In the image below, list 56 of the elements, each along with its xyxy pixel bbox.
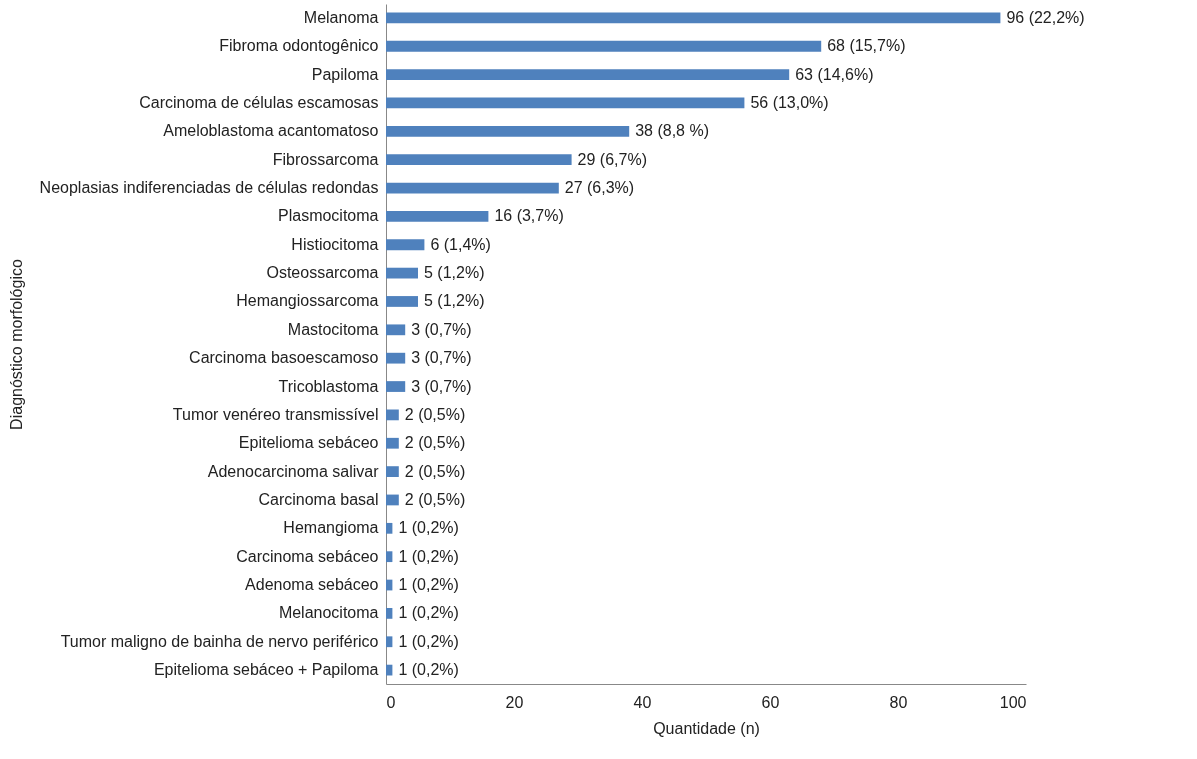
data-label: 1 (0,2%)	[398, 661, 459, 679]
data-label: 5 (1,2%)	[424, 292, 485, 310]
y-axis-title: Diagnóstico morfológico	[7, 259, 25, 430]
data-label: 1 (0,2%)	[398, 604, 459, 622]
x-tick-label: 60	[761, 693, 780, 711]
y-tick-label: Neoplasias indiferenciadas de células redondas	[39, 179, 379, 197]
y-tick-label: Melanocitoma	[278, 604, 379, 622]
y-tick-label: Carcinoma sebáceo	[236, 547, 379, 565]
data-label: 2 (0,5%)	[404, 405, 466, 423]
y-tick-label: Hemangiossarcoma	[236, 292, 379, 310]
y-tick-label: Tumor maligno de bainha de nervo periférico	[60, 632, 379, 650]
x-tick-label: 100	[999, 693, 1027, 711]
y-tick-label: Tricoblastoma	[278, 377, 379, 395]
data-label: 68 (15,7%)	[827, 37, 906, 55]
x-tick-label: 40	[633, 693, 652, 711]
x-tick-label: 80	[889, 693, 908, 711]
y-tick-label: Fibroma odontogênico	[219, 37, 379, 55]
y-tick-label: Melanoma	[303, 8, 379, 26]
data-label: 2 (0,5%)	[404, 490, 466, 508]
x-tick-label: 0	[386, 693, 396, 711]
data-label: 16 (3,7%)	[494, 207, 564, 225]
y-tick-label: Histiocitoma	[291, 235, 379, 253]
data-label: 63 (14,6%)	[795, 65, 874, 83]
y-tick-label: Adenocarcinoma salivar	[207, 462, 380, 480]
data-label: 96 (22,2%)	[1006, 8, 1085, 26]
data-label: 27 (6,3%)	[564, 179, 635, 197]
y-tick-label: Epitelioma sebáceo	[238, 434, 379, 452]
x-tick-label: 20	[505, 693, 524, 711]
y-tick-label: Carcinoma de células escamosas	[139, 93, 379, 111]
data-label: 56 (13,0%)	[750, 93, 829, 111]
y-tick-label: Ameloblastoma acantomatoso	[163, 122, 379, 140]
y-tick-label: Tumor venéreo transmissível	[172, 405, 379, 423]
data-label: 3 (0,7%)	[411, 320, 472, 338]
y-tick-label: Hemangioma	[283, 519, 379, 537]
data-label: 3 (0,7%)	[411, 349, 472, 367]
data-label: 6 (1,4%)	[430, 235, 491, 253]
data-label: 3 (0,7%)	[411, 377, 472, 395]
y-tick-label: Carcinoma basoescamoso	[189, 349, 379, 367]
data-label: 5 (1,2%)	[424, 264, 485, 282]
y-tick-label: Papiloma	[311, 65, 379, 83]
y-tick-label: Fibrossarcoma	[272, 150, 379, 168]
data-label: 29 (6,7%)	[577, 150, 647, 168]
y-tick-label: Epitelioma sebáceo + Papiloma	[153, 661, 379, 679]
y-tick-label: Osteossarcoma	[266, 264, 379, 282]
data-label: 1 (0,2%)	[398, 632, 459, 650]
data-label: 1 (0,2%)	[398, 576, 459, 594]
y-tick-label: Mastocitoma	[287, 320, 379, 338]
data-label: 2 (0,5%)	[404, 434, 466, 452]
y-tick-label: Carcinoma basal	[258, 490, 379, 508]
y-tick-label: Plasmocitoma	[278, 207, 379, 225]
data-label: 38 (8,8 %)	[635, 122, 710, 140]
y-tick-label: Adenoma sebáceo	[245, 576, 379, 594]
data-label: 2 (0,5%)	[404, 462, 466, 480]
data-label: 1 (0,2%)	[398, 547, 459, 565]
x-axis-title: Quantidade (n)	[653, 719, 760, 737]
data-label: 1 (0,2%)	[398, 519, 459, 537]
